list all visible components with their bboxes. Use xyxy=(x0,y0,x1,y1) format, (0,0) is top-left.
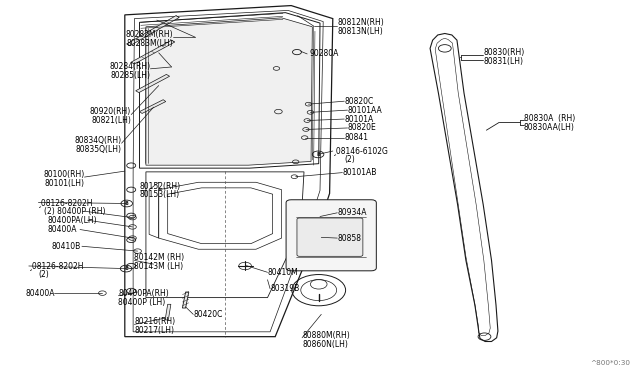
Polygon shape xyxy=(146,18,312,165)
Text: ^800*0:30: ^800*0:30 xyxy=(590,360,630,366)
Text: 80319B: 80319B xyxy=(270,284,300,293)
Text: 80920(RH): 80920(RH) xyxy=(90,107,131,116)
Text: 80282M(RH): 80282M(RH) xyxy=(125,30,173,39)
Text: 80101A: 80101A xyxy=(344,115,374,124)
Polygon shape xyxy=(140,100,166,113)
Text: 90280A: 90280A xyxy=(310,49,339,58)
Text: 80860N(LH): 80860N(LH) xyxy=(302,340,348,349)
Text: 80101(LH): 80101(LH) xyxy=(45,179,84,187)
Text: 80410B: 80410B xyxy=(51,242,81,251)
Text: 80101AA: 80101AA xyxy=(348,106,382,115)
Text: (2): (2) xyxy=(38,270,49,279)
Text: B: B xyxy=(124,266,128,271)
Polygon shape xyxy=(127,16,179,46)
Text: 80400A: 80400A xyxy=(48,225,77,234)
Text: 80830A  (RH): 80830A (RH) xyxy=(524,114,575,123)
Text: 80830AA(LH): 80830AA(LH) xyxy=(524,123,574,132)
Text: 80400P (LH): 80400P (LH) xyxy=(118,298,166,307)
Text: (2): (2) xyxy=(344,155,355,164)
Text: B: B xyxy=(125,201,129,206)
Text: B: B xyxy=(316,151,320,157)
Text: 80812N(RH): 80812N(RH) xyxy=(337,18,384,27)
Text: 80283M(LH): 80283M(LH) xyxy=(126,39,173,48)
Text: 80284(RH): 80284(RH) xyxy=(109,62,150,71)
Text: 80831(LH): 80831(LH) xyxy=(483,57,524,66)
Text: 80285(LH): 80285(LH) xyxy=(110,71,150,80)
Text: 80143M (LH): 80143M (LH) xyxy=(134,262,184,271)
FancyBboxPatch shape xyxy=(297,218,363,256)
Text: 80400PA(RH): 80400PA(RH) xyxy=(118,289,169,298)
Text: ¸08146-6102G: ¸08146-6102G xyxy=(333,147,388,155)
Text: 80101AB: 80101AB xyxy=(342,168,377,177)
Polygon shape xyxy=(165,304,171,320)
Text: 80400PA(LH): 80400PA(LH) xyxy=(48,216,98,225)
Text: 80153(LH): 80153(LH) xyxy=(140,190,180,199)
Text: 80820C: 80820C xyxy=(344,97,374,106)
FancyBboxPatch shape xyxy=(286,200,376,271)
Text: 80820E: 80820E xyxy=(348,124,376,132)
Text: 80100(RH): 80100(RH) xyxy=(44,170,84,179)
Text: (2) 80400P (RH): (2) 80400P (RH) xyxy=(44,207,105,216)
Text: 80934A: 80934A xyxy=(337,208,367,217)
Text: 80420C: 80420C xyxy=(193,310,223,319)
Text: 80152(RH): 80152(RH) xyxy=(140,182,180,190)
Text: 80142M (RH): 80142M (RH) xyxy=(134,253,184,262)
Text: 80821(LH): 80821(LH) xyxy=(92,116,131,125)
Text: 80216(RH): 80216(RH) xyxy=(134,317,175,326)
Text: 80835Q(LH): 80835Q(LH) xyxy=(76,145,122,154)
Text: ¸08126-8202H: ¸08126-8202H xyxy=(38,198,94,207)
Polygon shape xyxy=(131,40,175,64)
Text: ¸08126-8202H: ¸08126-8202H xyxy=(29,262,84,270)
Text: 80834Q(RH): 80834Q(RH) xyxy=(74,136,122,145)
Text: 80858: 80858 xyxy=(337,234,362,243)
Text: 80217(LH): 80217(LH) xyxy=(134,326,174,335)
Text: 80841: 80841 xyxy=(344,133,369,142)
Text: 80830(RH): 80830(RH) xyxy=(483,48,524,57)
Text: 80880M(RH): 80880M(RH) xyxy=(302,331,350,340)
Polygon shape xyxy=(182,292,189,308)
Text: 80813N(LH): 80813N(LH) xyxy=(337,27,383,36)
Text: 80400A: 80400A xyxy=(26,289,55,298)
Text: 80410M: 80410M xyxy=(268,268,298,277)
Polygon shape xyxy=(136,74,170,93)
